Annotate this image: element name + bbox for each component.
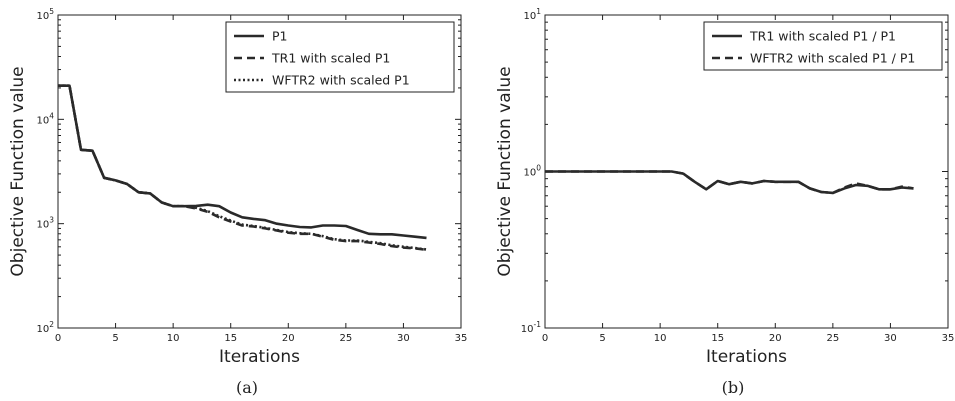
y-tick-exponent: 2: [49, 320, 54, 329]
x-tick-label: 10: [654, 333, 667, 344]
x-tick-label: 20: [282, 333, 295, 344]
legend-label: WFTR2 with scaled P1 / P1: [750, 51, 915, 66]
x-tick-label: 30: [884, 333, 897, 344]
y-tick-label: 103: [36, 216, 54, 231]
x-tick-label: 35: [942, 333, 955, 344]
series-line-wftr2-with-scaled-p1-p1: [545, 170, 914, 195]
x-axis-label: Iterations: [706, 347, 787, 367]
x-tick-label: 35: [455, 333, 468, 344]
legend-label: WFTR2 with scaled P1: [272, 73, 410, 88]
x-tick-label: 10: [167, 333, 180, 344]
panel-caption: (a): [236, 378, 258, 397]
y-tick-exponent: 3: [49, 216, 54, 225]
legend: P1 TR1 with scaled P1 WFTR2 with scaled P1: [225, 21, 455, 93]
x-tick-label: 15: [711, 333, 724, 344]
x-tick-label: 5: [112, 333, 118, 344]
y-tick-label: 10-1: [521, 320, 541, 335]
y-tick-base: 10: [521, 324, 534, 335]
y-tick-exponent: 1: [536, 7, 541, 16]
x-tick-label: 15: [224, 333, 237, 344]
x-tick-label: 20: [769, 333, 782, 344]
panel-caption: (b): [722, 378, 745, 397]
plot-frame: [57, 14, 462, 329]
y-tick-label: 105: [36, 7, 54, 22]
series-line-tr1-with-scaled-p1: [58, 84, 427, 252]
y-tick-exponent: 0: [536, 164, 541, 173]
y-tick-base: 10: [523, 11, 536, 22]
x-tick-label: 0: [55, 333, 61, 344]
legend-box: [703, 21, 943, 71]
y-tick-base: 10: [36, 220, 49, 231]
legend: TR1 with scaled P1 / P1 WFTR2 with scaled…: [703, 21, 943, 71]
y-tick-label: 101: [523, 7, 541, 22]
y-tick-base: 10: [523, 168, 536, 179]
x-axis-label: Iterations: [219, 347, 300, 367]
y-tick-exponent: -1: [534, 320, 542, 329]
x-tick-label: 30: [397, 333, 410, 344]
y-tick-exponent: 4: [49, 111, 54, 120]
y-axis-label: Objective Function value: [495, 66, 515, 276]
y-tick-label: 100: [523, 164, 541, 179]
y-axis-label: Objective Function value: [8, 66, 28, 276]
y-tick-base: 10: [36, 324, 49, 335]
x-tick-label: 5: [599, 333, 605, 344]
y-tick-base: 10: [36, 11, 49, 22]
y-tick-exponent: 5: [49, 7, 54, 16]
legend-label: TR1 with scaled P1 / P1: [749, 29, 896, 44]
x-tick-label: 25: [826, 333, 839, 344]
y-tick-label: 104: [36, 111, 54, 126]
y-tick-base: 10: [36, 115, 49, 126]
series-line-p1: [58, 84, 427, 240]
chart-panel-a: 0 5 10 15 20 25 30 35102103104105IterationsObje…: [8, 7, 467, 397]
series-line-tr1-with-scaled-p1-p1: [545, 170, 914, 195]
x-tick-label: 0: [542, 333, 548, 344]
y-tick-label: 102: [36, 320, 54, 335]
legend-label: TR1 with scaled P1: [271, 51, 390, 66]
chart-panel-b: 0 5 10 15 20 25 30 3510-1100101IterationsObject…: [495, 7, 954, 397]
x-tick-label: 25: [339, 333, 352, 344]
legend-label: P1: [272, 29, 288, 44]
